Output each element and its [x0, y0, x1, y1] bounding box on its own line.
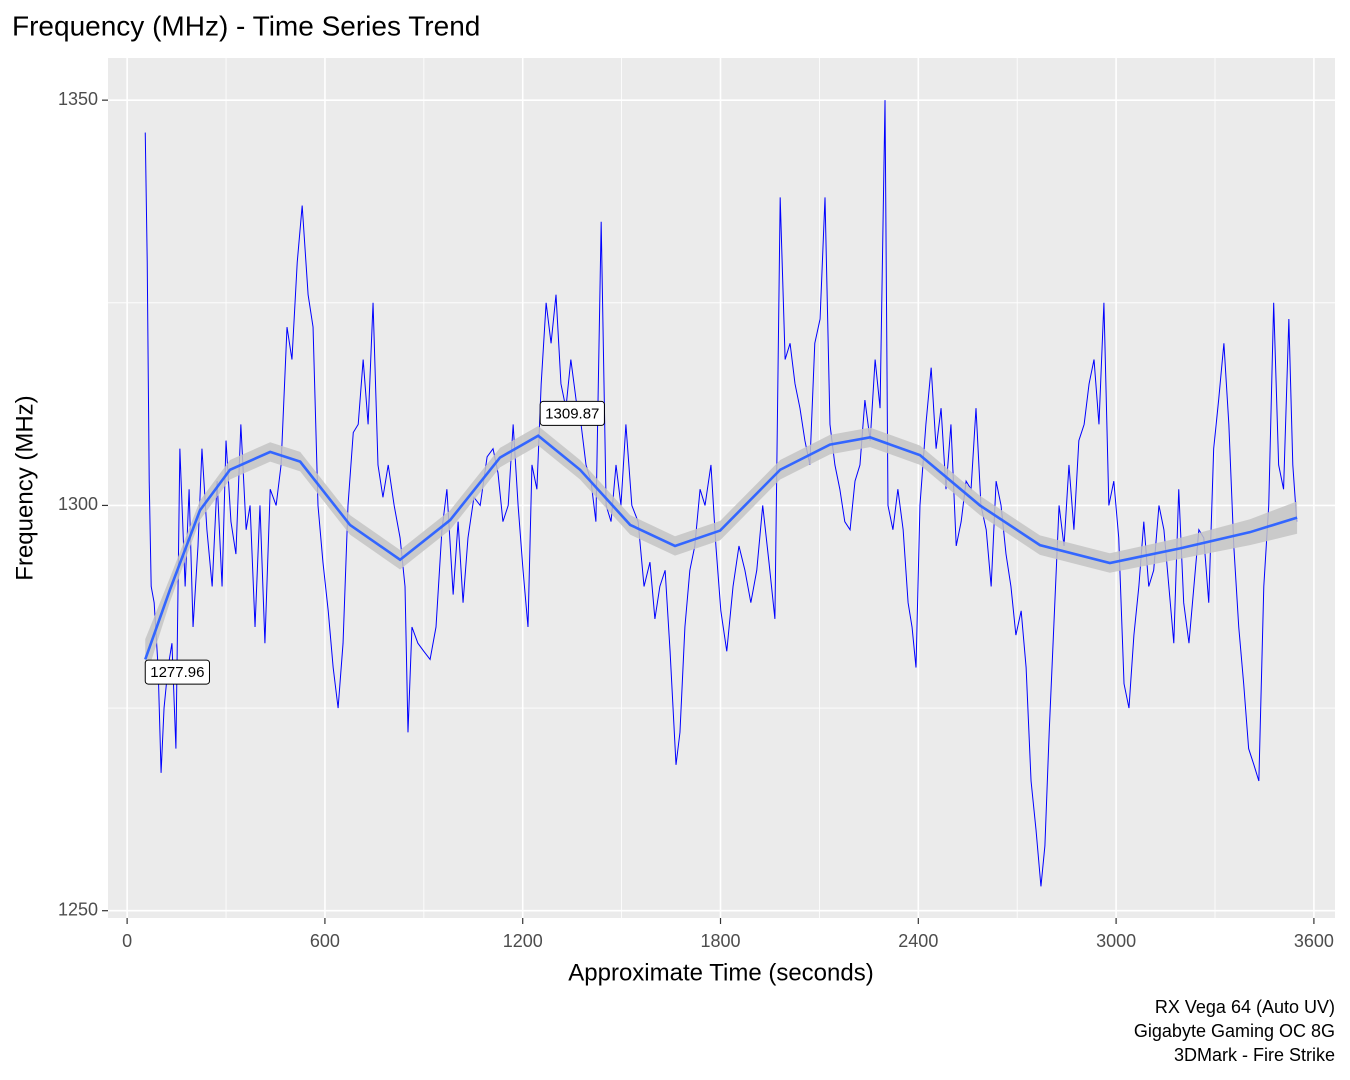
annotation-box: [144, 659, 210, 685]
y-axis-label: Frequency (MHz): [11, 395, 38, 580]
x-tick-label: 0: [122, 931, 132, 951]
x-tick-label: 1200: [503, 931, 543, 951]
annotation: 1277.96: [144, 659, 210, 685]
y-tick-label: 1250: [58, 899, 98, 919]
x-tick-label: 2400: [898, 931, 938, 951]
y-tick-label: 1350: [58, 89, 98, 109]
x-tick-label: 3600: [1294, 931, 1334, 951]
annotation-box: [539, 400, 605, 426]
x-tick-label: 3000: [1096, 931, 1136, 951]
x-tick-label: 1800: [700, 931, 740, 951]
caption: RX Vega 64 (Auto UV): [1155, 997, 1335, 1017]
annotation-label: 1309.87: [545, 405, 599, 422]
trend-line: [144, 434, 1298, 660]
caption: Gigabyte Gaming OC 8G: [1134, 1021, 1335, 1041]
annotation: 1309.87: [539, 400, 605, 426]
caption: 3DMark - Fire Strike: [1174, 1045, 1335, 1065]
plot-background: [108, 58, 1335, 918]
x-tick-label: 600: [310, 931, 340, 951]
annotation-label: 1277.96: [150, 664, 204, 681]
y-tick-label: 1300: [58, 494, 98, 514]
data-line: [144, 100, 1298, 887]
chart-title: Frequency (MHz) - Time Series Trend: [12, 10, 480, 41]
x-axis-label: Approximate Time (seconds): [568, 959, 873, 986]
